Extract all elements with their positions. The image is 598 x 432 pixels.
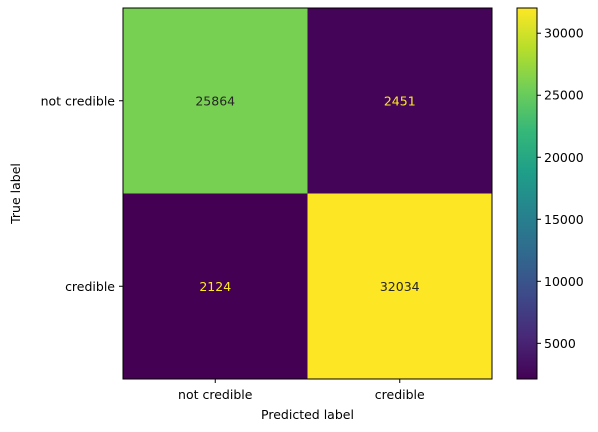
colorbar-ticks: 5000 10000 15000 20000 25000 30000: [537, 26, 584, 351]
colorbar-tick-label: 30000: [544, 26, 584, 41]
cell-value-label: 2124: [199, 279, 231, 294]
heatmap-cell: [123, 193, 308, 379]
x-axis-label: Predicted label: [261, 407, 354, 422]
plot-frame: [122, 7, 493, 380]
heatmap-cell: [307, 8, 492, 194]
x-tick-label: not credible: [178, 387, 253, 402]
y-axis-label: True label: [8, 163, 23, 225]
x-tick-label: credible: [375, 387, 425, 402]
heatmap-cell: [123, 8, 308, 194]
y-tick-label: not credible: [41, 93, 116, 108]
colorbar-tick-label: 5000: [544, 336, 576, 351]
heatmap-cell: [307, 193, 492, 379]
colorbar-tick-label: 10000: [544, 274, 584, 289]
cell-value-label: 32034: [380, 279, 420, 294]
colorbar-tick-label: 25000: [544, 88, 584, 103]
colorbar: [516, 7, 538, 380]
colorbar-tick-label: 15000: [544, 212, 584, 227]
y-tick-label: credible: [65, 279, 115, 294]
cell-value-label: 25864: [195, 93, 235, 108]
y-axis-ticks: not credible credible: [41, 93, 123, 294]
x-axis-ticks: not credible credible: [178, 379, 425, 402]
cell-value-label: 2451: [384, 93, 416, 108]
heatmap-cell-labels: 25864 2451 2124 32034: [195, 93, 419, 294]
heatmap-cells: [123, 8, 492, 379]
colorbar-tick-label: 20000: [544, 150, 584, 165]
